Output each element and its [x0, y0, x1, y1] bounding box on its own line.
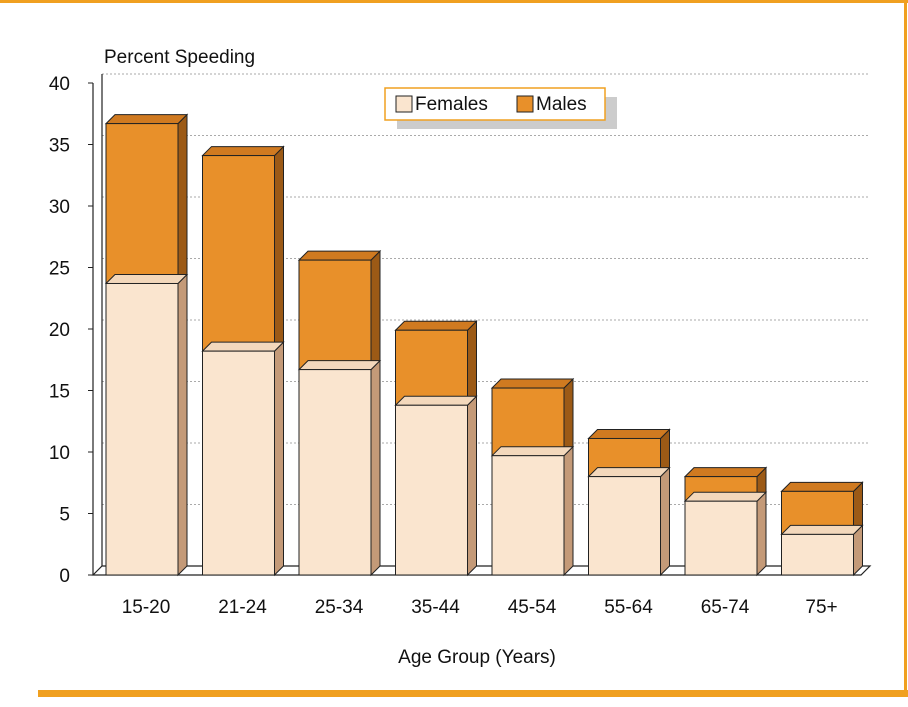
y-tick-labels: 0 5 10 15 20 25 30 35 40 [49, 74, 93, 587]
y-tick-label: 40 [49, 74, 70, 95]
bar-females-35-44-top [394, 395, 478, 406]
bar-males-21-24 [201, 145, 285, 353]
bar-males-35-44-side [467, 320, 477, 407]
y-axis-label: Percent Speeding [104, 47, 255, 68]
bar-females-55-64-side [660, 466, 670, 577]
y-tick-label: 20 [49, 320, 70, 341]
bar-females-55-64-front [588, 476, 661, 576]
bar-males-45-54-top [490, 378, 575, 389]
x-tick-label: 45-54 [508, 597, 557, 618]
y-tick-label: 15 [49, 382, 70, 403]
bar-males-25-34-side [370, 249, 381, 371]
x-tick-label: 35-44 [411, 597, 460, 618]
bar-males-21-24-top [201, 146, 285, 157]
bar-males-55-64-top [587, 428, 671, 439]
bar-males-25-34-front [298, 259, 372, 371]
bar-females-25-34-front [298, 369, 372, 576]
bar-males-25-34 [297, 249, 382, 371]
legend-swatch-males [516, 95, 534, 113]
bar-males-35-44-top [394, 320, 478, 331]
bar-males-15-20 [104, 113, 189, 285]
legend-label-females: Females [415, 94, 488, 115]
bar-females-21-24-top [201, 341, 285, 352]
frame-top-strip [0, 0, 908, 3]
bar-males-45-54-side [563, 377, 574, 457]
y-tick-label: 5 [59, 505, 70, 526]
y-tick-label: 10 [49, 443, 70, 464]
y-tick-label: 0 [59, 566, 70, 587]
bar-males-65-74-top [683, 467, 768, 478]
legend-swatch-females [395, 95, 413, 113]
bar-females-65-74-front [684, 500, 758, 576]
bar-females-21-24-front [202, 350, 275, 576]
bar-males-35-44-front [395, 329, 468, 406]
bar-males-21-24-side [274, 145, 284, 353]
bar-females-35-44 [394, 395, 478, 577]
frame-right-border [904, 0, 907, 690]
bar-males-45-54 [490, 377, 575, 457]
bar-males-15-20-side [177, 113, 188, 285]
bar-females-65-74-side [756, 490, 767, 577]
bar-males-25-34-top [297, 250, 382, 261]
bar-females-21-24 [201, 340, 285, 577]
y-tick-label: 35 [49, 136, 70, 157]
bars [104, 113, 864, 577]
bar-females-25-34-side [370, 359, 381, 577]
x-tick-label: 55-64 [604, 597, 653, 618]
bar-males-45-54-front [491, 387, 565, 457]
bar-females-35-44-front [395, 404, 468, 576]
bar-females-15-20-front [105, 282, 179, 576]
bar-males-21-24-front [202, 155, 275, 352]
bar-females-65-74 [683, 490, 768, 577]
bar-females-75+-front [781, 533, 854, 576]
bar-females-15-20-side [177, 273, 188, 577]
x-tick-labels: 15-20 21-24 25-34 35-44 45-54 55-64 65-74 75+ [122, 597, 838, 618]
y-tick-label: 30 [49, 197, 70, 218]
bar-females-21-24-side [274, 340, 284, 577]
bar-females-45-54 [490, 445, 575, 577]
bar-females-25-34 [297, 359, 382, 577]
legend-label-males: Males [536, 94, 587, 115]
bar-females-15-20-top [104, 273, 189, 284]
bar-females-35-44-side [467, 395, 477, 577]
y-tick-label: 25 [49, 259, 70, 280]
bar-females-45-54-front [491, 455, 565, 576]
bar-females-55-64 [587, 466, 671, 577]
bar-females-65-74-top [683, 491, 768, 502]
x-axis-label: Age Group (Years) [398, 647, 556, 668]
frame-bottom-bar [38, 690, 908, 697]
bar-males-35-44 [394, 320, 478, 407]
x-tick-label: 25-34 [315, 597, 364, 618]
bar-males-15-20-top [104, 114, 189, 125]
x-tick-label: 65-74 [701, 597, 750, 618]
bar-females-45-54-top [490, 446, 575, 457]
x-tick-label: 15-20 [122, 597, 171, 618]
bar-males-15-20-front [105, 123, 179, 284]
bar-females-55-64-top [587, 467, 671, 478]
x-tick-label: 75+ [805, 597, 837, 618]
bar-females-75+-top [780, 524, 864, 535]
bar-males-75+-top [780, 481, 864, 492]
legend: Females Males [384, 87, 617, 129]
bar-females-15-20 [104, 273, 189, 577]
bar-females-45-54-side [563, 445, 574, 577]
bar-females-75+ [780, 524, 864, 577]
x-tick-label: 21-24 [218, 597, 267, 618]
bar-females-25-34-top [297, 360, 382, 371]
legend-box [384, 87, 606, 121]
